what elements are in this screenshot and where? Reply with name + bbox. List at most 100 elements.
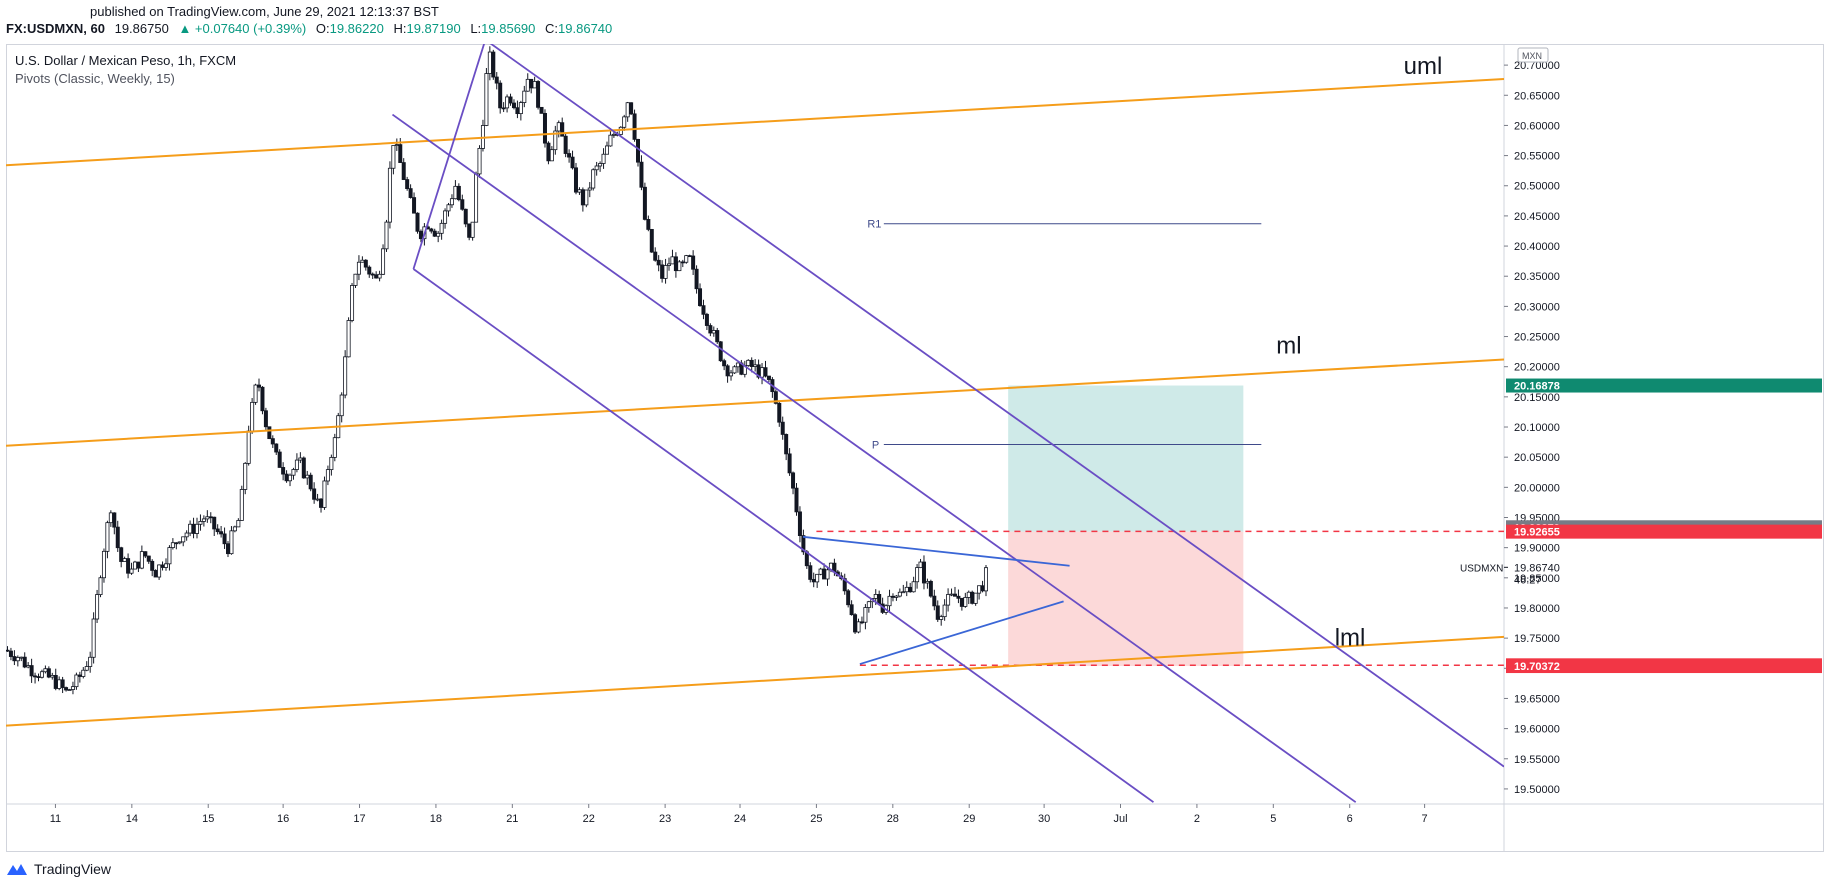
candle-down <box>60 679 65 688</box>
y-tick-label: 20.25000 <box>1514 332 1560 344</box>
high-label: H: <box>393 21 407 36</box>
candle-up <box>983 567 988 592</box>
candle-down <box>412 197 417 214</box>
candle-up <box>815 573 820 583</box>
candle-up <box>325 469 330 482</box>
candle-down <box>77 674 82 677</box>
candle-down <box>687 255 692 258</box>
candle-up <box>587 187 592 191</box>
candle-down <box>632 113 637 140</box>
high-value: 19.87190 <box>406 21 461 36</box>
candle-up <box>108 512 113 524</box>
candle-up <box>667 263 672 266</box>
candle-down <box>763 367 768 377</box>
candle-down <box>780 421 785 435</box>
candle-up <box>332 437 337 458</box>
candle-up <box>939 616 944 620</box>
candle-down <box>639 161 644 188</box>
candle-down <box>363 259 368 268</box>
y-tick-label: 20.45000 <box>1514 211 1560 223</box>
candle-up <box>522 90 527 103</box>
candle-down <box>701 305 706 315</box>
current-price-label: 19.86740 <box>1514 562 1560 574</box>
candle-down <box>859 621 864 624</box>
candle-up <box>577 189 582 193</box>
x-tick-label: 21 <box>506 813 518 825</box>
candle-down <box>794 487 799 513</box>
candle-up <box>232 526 237 532</box>
candle-down <box>408 188 413 198</box>
x-tick-label: 16 <box>277 813 289 825</box>
candle-up <box>70 686 75 690</box>
candle-down <box>808 565 813 580</box>
candle-down <box>126 558 131 574</box>
candle-up <box>949 593 954 596</box>
candle-down <box>749 359 754 367</box>
candle-down <box>890 595 895 598</box>
candle-up <box>322 480 327 508</box>
candle-up <box>604 145 609 155</box>
candle-up <box>818 568 823 575</box>
candle-up <box>553 130 558 151</box>
legend-title: U.S. Dollar / Mexican Peso, 1h, FXCM <box>15 53 237 68</box>
candle-up <box>618 126 623 135</box>
x-tick-label: 28 <box>887 813 899 825</box>
candle-down <box>119 547 124 562</box>
legend-indicator[interactable]: Pivots (Classic, Weekly, 15) <box>15 71 175 86</box>
x-tick-label: 23 <box>659 813 671 825</box>
footer-brand-text: TradingView <box>34 861 112 877</box>
trendline-label-lml: lml <box>1335 624 1366 651</box>
chart-frame <box>6 44 1824 852</box>
candle-down <box>8 650 13 657</box>
candle-up <box>329 457 334 471</box>
candle-up <box>446 204 451 212</box>
x-tick-label: 11 <box>50 813 61 825</box>
trendline-ml <box>6 358 1504 447</box>
candle-up <box>360 259 365 263</box>
candle-up <box>95 594 100 620</box>
candle-down <box>319 498 324 508</box>
footer-brand[interactable]: TradingView <box>6 857 111 881</box>
x-tick-label: 2 <box>1194 813 1200 825</box>
candle-down <box>853 614 858 633</box>
candle-up <box>594 165 599 171</box>
candle-up <box>139 551 144 569</box>
candle-down <box>573 167 578 193</box>
candle-down <box>718 341 723 362</box>
candle-up <box>350 285 355 321</box>
candle-down <box>367 266 372 275</box>
candle-up <box>977 585 982 594</box>
y-tick-label: 20.35000 <box>1514 271 1560 283</box>
x-tick-label: 17 <box>353 813 365 825</box>
candle-up <box>505 96 510 109</box>
y-tick-label: 20.55000 <box>1514 151 1560 163</box>
candle-down <box>636 138 641 163</box>
candle-down <box>467 223 472 238</box>
candle-down <box>308 474 313 490</box>
candle-up <box>942 604 947 618</box>
candle-up <box>243 462 248 490</box>
candle-down <box>219 531 224 535</box>
candle-up <box>973 592 978 604</box>
candle-up <box>449 198 454 206</box>
candle-up <box>866 601 871 608</box>
candle-up <box>188 523 193 534</box>
candle-up <box>391 145 396 169</box>
candle-up <box>670 256 675 265</box>
candle-up <box>887 595 892 607</box>
candle-up <box>343 356 348 396</box>
candle-up <box>353 273 358 286</box>
y-tick-label: 20.05000 <box>1514 452 1560 464</box>
candle-up <box>236 520 241 528</box>
currency-badge <box>1517 47 1549 63</box>
candle-up <box>298 457 303 461</box>
candle-down <box>463 208 468 225</box>
candle-down <box>921 561 926 584</box>
candle-down <box>715 330 720 343</box>
candle-down <box>460 199 465 210</box>
candle-down <box>112 512 117 528</box>
candle-down <box>777 402 782 423</box>
candle-up <box>57 679 62 689</box>
